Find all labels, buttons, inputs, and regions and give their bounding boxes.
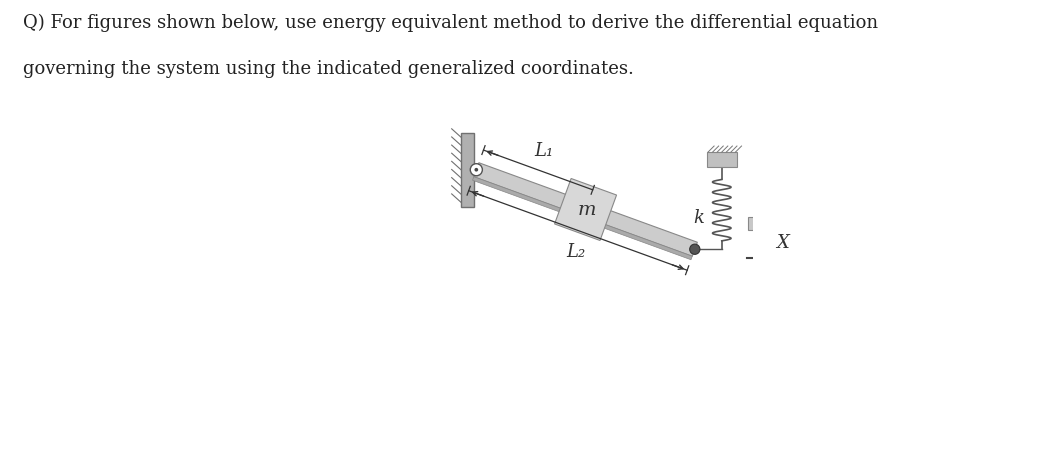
- Text: Q) For figures shown below, use energy equivalent method to derive the different: Q) For figures shown below, use energy e…: [23, 14, 878, 32]
- Text: X: X: [777, 233, 789, 252]
- Circle shape: [475, 168, 478, 172]
- Bar: [707, 152, 737, 167]
- Text: L₁: L₁: [534, 142, 554, 159]
- Circle shape: [471, 164, 482, 176]
- Bar: [461, 133, 474, 207]
- Bar: [747, 217, 775, 230]
- Polygon shape: [473, 177, 692, 260]
- Polygon shape: [474, 163, 697, 256]
- Text: L₂: L₂: [566, 244, 585, 261]
- Bar: [555, 179, 616, 240]
- Text: k: k: [693, 209, 704, 227]
- Text: m: m: [578, 201, 595, 219]
- Circle shape: [690, 244, 700, 254]
- Text: governing the system using the indicated generalized coordinates.: governing the system using the indicated…: [23, 60, 634, 79]
